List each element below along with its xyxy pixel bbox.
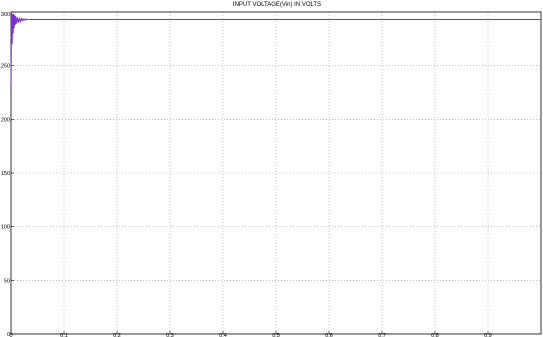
x-tick-label: 0.8: [431, 333, 439, 337]
y-tick-label: 300: [1, 12, 10, 18]
axis-ticks: [10, 11, 489, 335]
chart-title: INPUT VOLTAGE(Vin) IN VOLTS: [233, 2, 321, 8]
x-tick-label: 0.6: [325, 333, 333, 337]
y-tick-label: 100: [1, 225, 10, 231]
x-tick-label: 0.3: [166, 333, 174, 337]
y-tick-label: 0: [7, 332, 10, 337]
grid-lines: [11, 12, 541, 334]
x-tick-label: 0: [9, 333, 12, 337]
x-tick-label: 0.1: [60, 333, 68, 337]
y-tick-label: 50: [4, 278, 10, 284]
x-tick-label: 0.9: [484, 333, 492, 337]
x-tick-label: 0.2: [113, 333, 121, 337]
y-tick-label: 250: [1, 64, 10, 70]
axis-tick-labels: 0 0.1 0.2 0.3 0.4 0.5 0.6 0.7 0.8 0.9050100150200…: [1, 12, 492, 337]
x-tick-label: 0.4: [219, 333, 227, 337]
series-line: [10, 11, 541, 85]
y-tick-label: 200: [1, 117, 10, 123]
x-tick-label: 0.5: [272, 333, 280, 337]
y-tick-label: 150: [1, 171, 10, 177]
x-tick-label: 0.7: [378, 333, 386, 337]
